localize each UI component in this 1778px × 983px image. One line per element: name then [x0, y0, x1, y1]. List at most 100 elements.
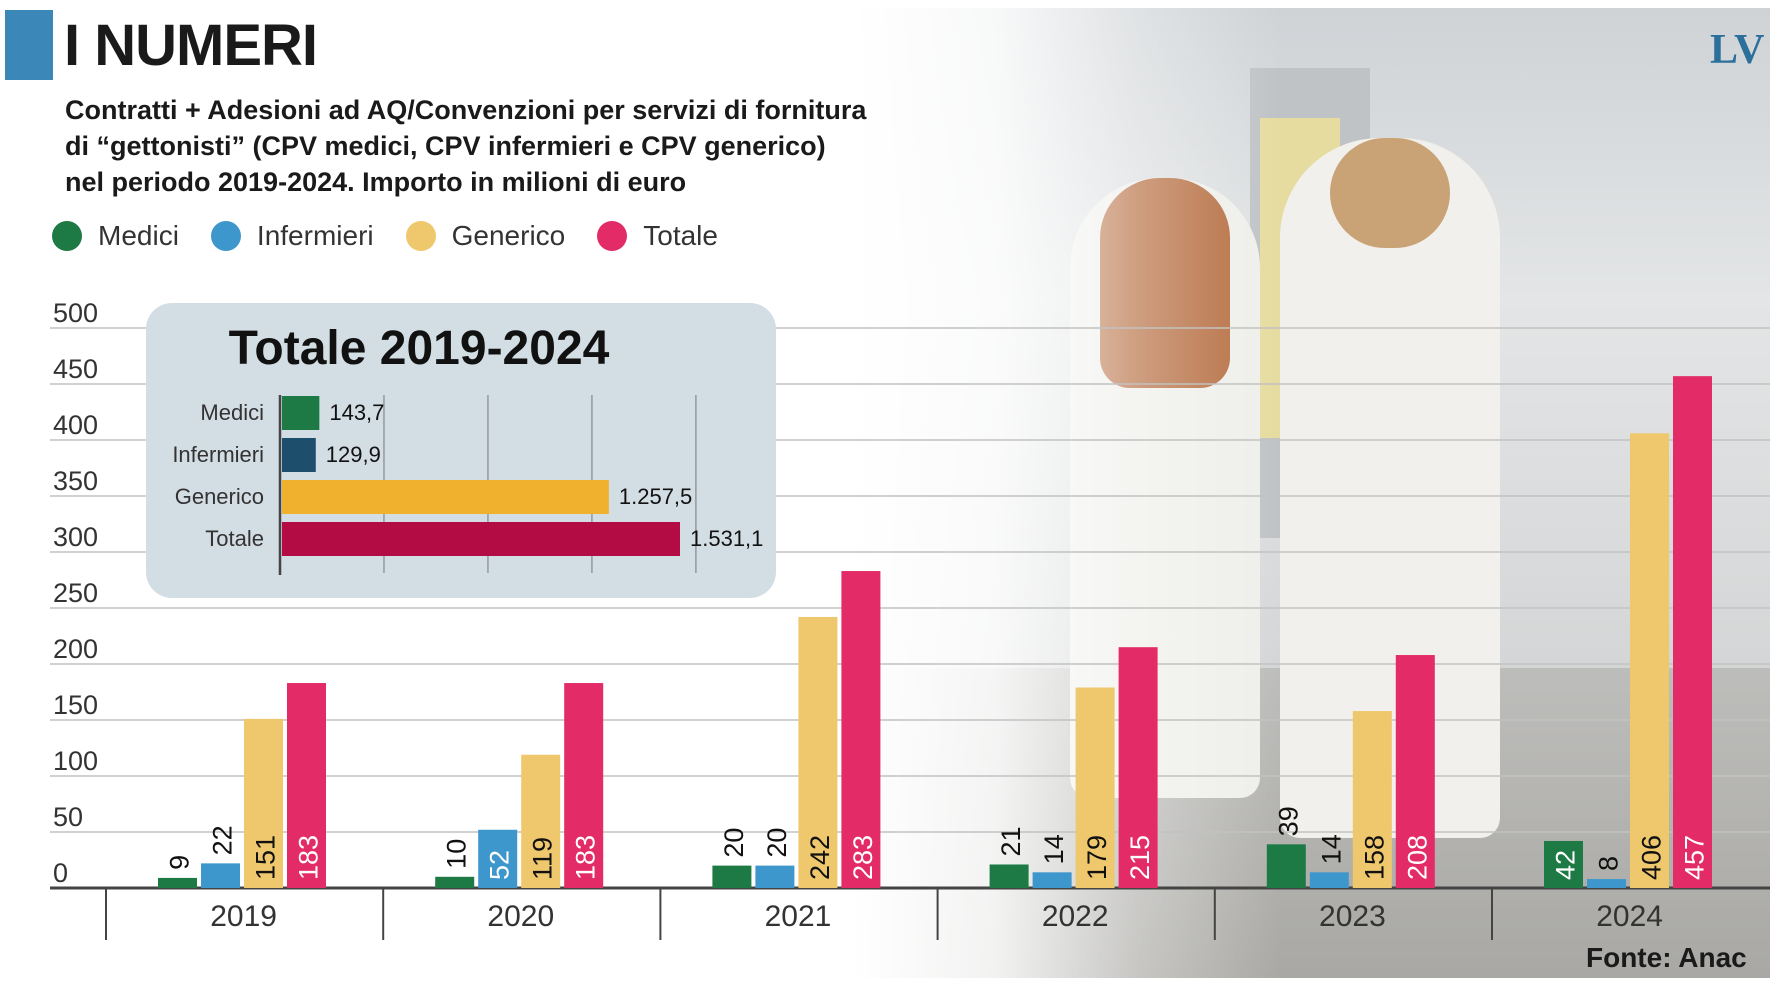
- y-tick-label: 100: [53, 746, 98, 776]
- bar-value-label: 179: [1082, 835, 1112, 880]
- y-tick-label: 350: [53, 466, 98, 496]
- legend-item-totale: Totale: [597, 220, 718, 252]
- bar-generico-2021: [798, 616, 838, 888]
- inset-category-label: Infermieri: [172, 442, 264, 467]
- bar-value-label: 8: [1594, 856, 1624, 871]
- inset-bar-generico: [282, 480, 609, 514]
- totals-bar-chart: Medici 143,7 Infermieri 129,9 Generico 1.257,…: [172, 395, 763, 575]
- inset-value-label: 143,7: [329, 400, 384, 425]
- bar-medici-2024: [1544, 840, 1583, 888]
- bar-value-label: 457: [1680, 835, 1710, 880]
- x-tick-label: 2020: [487, 900, 554, 933]
- bar-value-label: 20: [719, 828, 749, 858]
- x-tick-label: 2021: [765, 900, 832, 933]
- x-tick-label: 2023: [1319, 900, 1386, 933]
- legend-label: Medici: [98, 220, 179, 251]
- bar-value-label: 9: [165, 855, 195, 870]
- bar-value-label: 42: [1551, 850, 1581, 880]
- bar-value-label: 14: [1316, 834, 1346, 864]
- y-tick-label: 150: [53, 690, 98, 720]
- bar-value-label: 20: [762, 828, 792, 858]
- source-credit: Fonte: Anac: [1586, 942, 1747, 973]
- y-tick-label: 0: [53, 858, 68, 888]
- bar-generico-2019: [244, 718, 283, 888]
- bar-totale-2023: [1395, 655, 1435, 888]
- bar-medici-2022: [989, 864, 1029, 888]
- legend-swatch: [597, 221, 628, 251]
- legend-swatch: [210, 221, 241, 251]
- bar-infermieri-2024: [1587, 879, 1626, 888]
- bar-medici-2021: [712, 865, 752, 888]
- legend-item-generico: Generico: [405, 220, 566, 252]
- bar-totale-2019: [287, 683, 326, 888]
- x-tick-label: 2019: [210, 900, 277, 933]
- bar-value-label: 208: [1402, 835, 1432, 880]
- inset-bar-totale: [282, 522, 680, 556]
- bar-totale-2022: [1118, 647, 1158, 888]
- inset-value-label: 1.531,1: [690, 526, 763, 551]
- inset-value-label: 1.257,5: [619, 484, 692, 509]
- bar-medici-2019: [158, 877, 197, 888]
- bar-totale-2021: [841, 571, 881, 888]
- bar-value-label: 406: [1637, 835, 1667, 880]
- bar-value-label: 10: [442, 839, 472, 869]
- publisher-logo: LV: [1710, 27, 1765, 73]
- legend-label: Infermieri: [256, 220, 374, 251]
- inset-category-label: Medici: [200, 400, 264, 425]
- legend-swatch: [405, 221, 436, 251]
- x-tick-label: 2024: [1596, 900, 1663, 933]
- x-tick-label: 2022: [1042, 900, 1109, 933]
- bar-infermieri-2023: [1309, 872, 1349, 888]
- bar-value-label: 242: [805, 835, 835, 880]
- bar-value-label: 158: [1359, 835, 1389, 880]
- y-tick-label: 50: [53, 802, 83, 832]
- bar-infermieri-2022: [1032, 872, 1072, 888]
- legend-swatch: [52, 221, 82, 251]
- bar-infermieri-2019: [201, 863, 240, 888]
- bar-medici-2023: [1266, 844, 1306, 888]
- bar-generico-2024: [1630, 433, 1669, 888]
- title-accent-block: [5, 10, 53, 80]
- y-tick-label: 500: [53, 298, 98, 328]
- bar-value-label: 14: [1039, 834, 1069, 864]
- bar-value-label: 22: [208, 825, 238, 855]
- inset-title: Totale 2019-2024: [228, 322, 610, 375]
- bar-medici-2020: [435, 876, 475, 888]
- bar-totale-2020: [564, 683, 604, 888]
- bar-value-label: 39: [1273, 806, 1303, 836]
- bar-generico-2020: [521, 754, 561, 888]
- bar-value-label: 119: [528, 837, 558, 880]
- bar-value-label: 215: [1125, 835, 1155, 880]
- bar-value-label: 21: [996, 826, 1026, 856]
- bar-value-label: 183: [571, 835, 601, 880]
- bar-infermieri-2020: [478, 829, 518, 888]
- page-title: I NUMERI: [64, 13, 318, 78]
- y-tick-label: 400: [53, 410, 98, 440]
- legend-item-medici: Medici: [52, 220, 179, 252]
- y-tick-label: 450: [53, 354, 98, 384]
- legend-item-infermieri: Infermieri: [210, 220, 374, 252]
- legend-label: Totale: [643, 220, 718, 251]
- inset-value-label: 129,9: [326, 442, 381, 467]
- bar-infermieri-2021: [755, 865, 795, 888]
- inset-bar-infermieri: [282, 438, 316, 472]
- legend-label: Generico: [451, 220, 566, 251]
- bar-generico-2022: [1075, 687, 1115, 888]
- y-tick-label: 200: [53, 634, 98, 664]
- chart-legend: Medici Infermieri Generico Totale: [52, 218, 750, 254]
- bar-value-label: 283: [848, 835, 878, 880]
- y-tick-label: 300: [53, 522, 98, 552]
- totals-inset-panel: Totale 2019-2024 Medici 143,7 Infermieri 12…: [146, 303, 776, 598]
- inset-category-label: Totale: [205, 526, 264, 551]
- bar-totale-2024: [1673, 376, 1712, 888]
- inset-bar-medici: [282, 396, 320, 430]
- chart-subtitle: Contratti + Adesioni ad AQ/Convenzioni p…: [65, 95, 867, 197]
- bar-value-label: 151: [251, 835, 281, 880]
- inset-category-label: Generico: [175, 484, 264, 509]
- y-tick-label: 250: [53, 578, 98, 608]
- bar-generico-2023: [1352, 711, 1392, 888]
- bar-value-label: 183: [294, 835, 324, 880]
- bar-value-label: 52: [485, 850, 515, 880]
